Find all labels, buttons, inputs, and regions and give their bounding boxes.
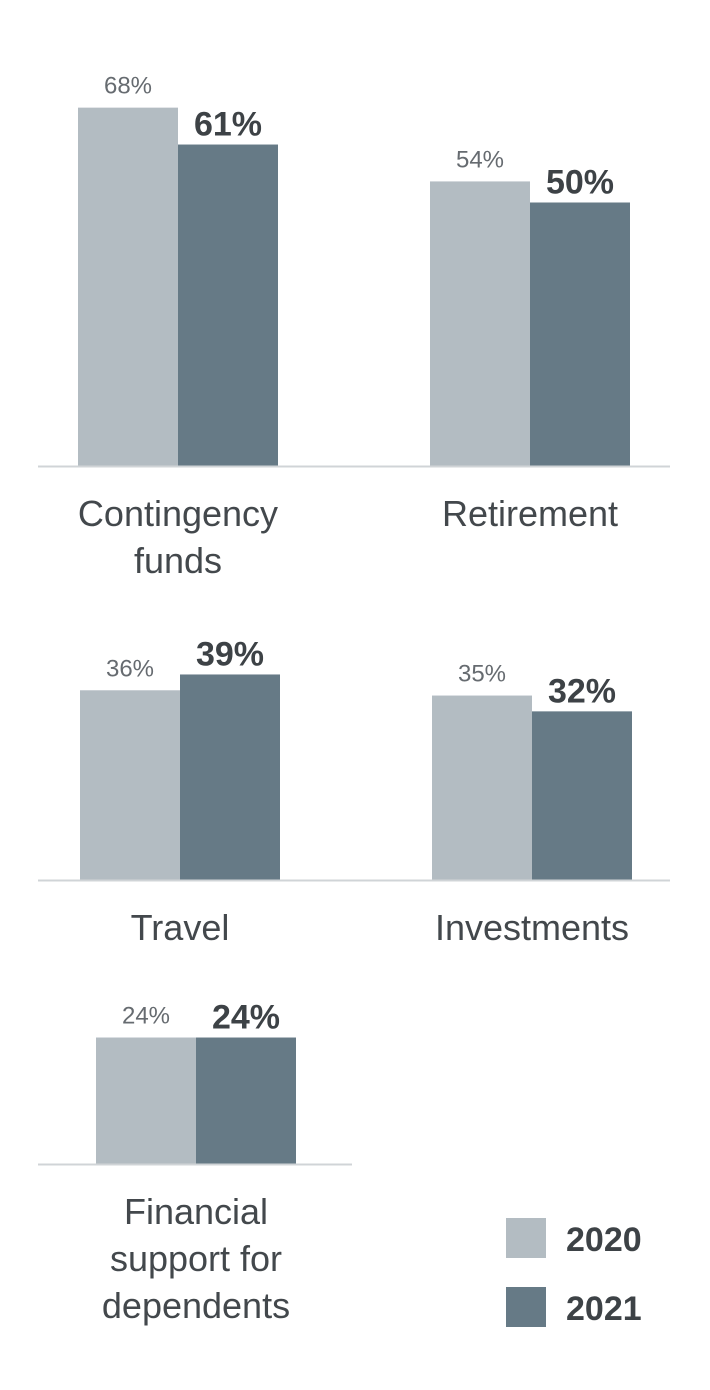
data-label-2021: 32% (548, 672, 616, 710)
legend-label-2020: 2020 (566, 1221, 642, 1259)
legend-swatch-2020 (506, 1218, 546, 1258)
data-label-2021: 24% (212, 999, 280, 1037)
data-label-2021: 50% (546, 164, 614, 202)
bar-2021 (530, 202, 630, 466)
category-label: dependents (102, 1285, 290, 1326)
bar-2020 (430, 181, 530, 467)
data-label-2020: 54% (456, 146, 504, 173)
data-label-2021: 61% (194, 106, 262, 144)
category-label: funds (134, 540, 222, 581)
bar-2021 (180, 674, 280, 880)
data-label-2020: 68% (104, 73, 152, 100)
bar-2021 (178, 144, 278, 466)
category-label: Financial (124, 1191, 268, 1232)
category-label: Contingency (78, 493, 278, 534)
bar-2020 (96, 1037, 196, 1164)
category-label: Investments (435, 907, 629, 948)
data-label-2020: 35% (458, 661, 506, 688)
bar-2020 (78, 107, 178, 466)
legend-label-2021: 2021 (566, 1290, 642, 1328)
category-label: support for (110, 1238, 282, 1279)
bar-2020 (432, 695, 532, 880)
category-label: Travel (131, 907, 230, 948)
bar-2020 (80, 690, 180, 880)
data-label-2020: 24% (122, 1003, 170, 1030)
data-label-2021: 39% (196, 635, 264, 673)
category-label: Retirement (442, 493, 618, 534)
legend-swatch-2021 (506, 1287, 546, 1327)
data-label-2020: 36% (106, 655, 154, 682)
bar-2021 (532, 711, 632, 880)
bar-2021 (196, 1037, 296, 1164)
